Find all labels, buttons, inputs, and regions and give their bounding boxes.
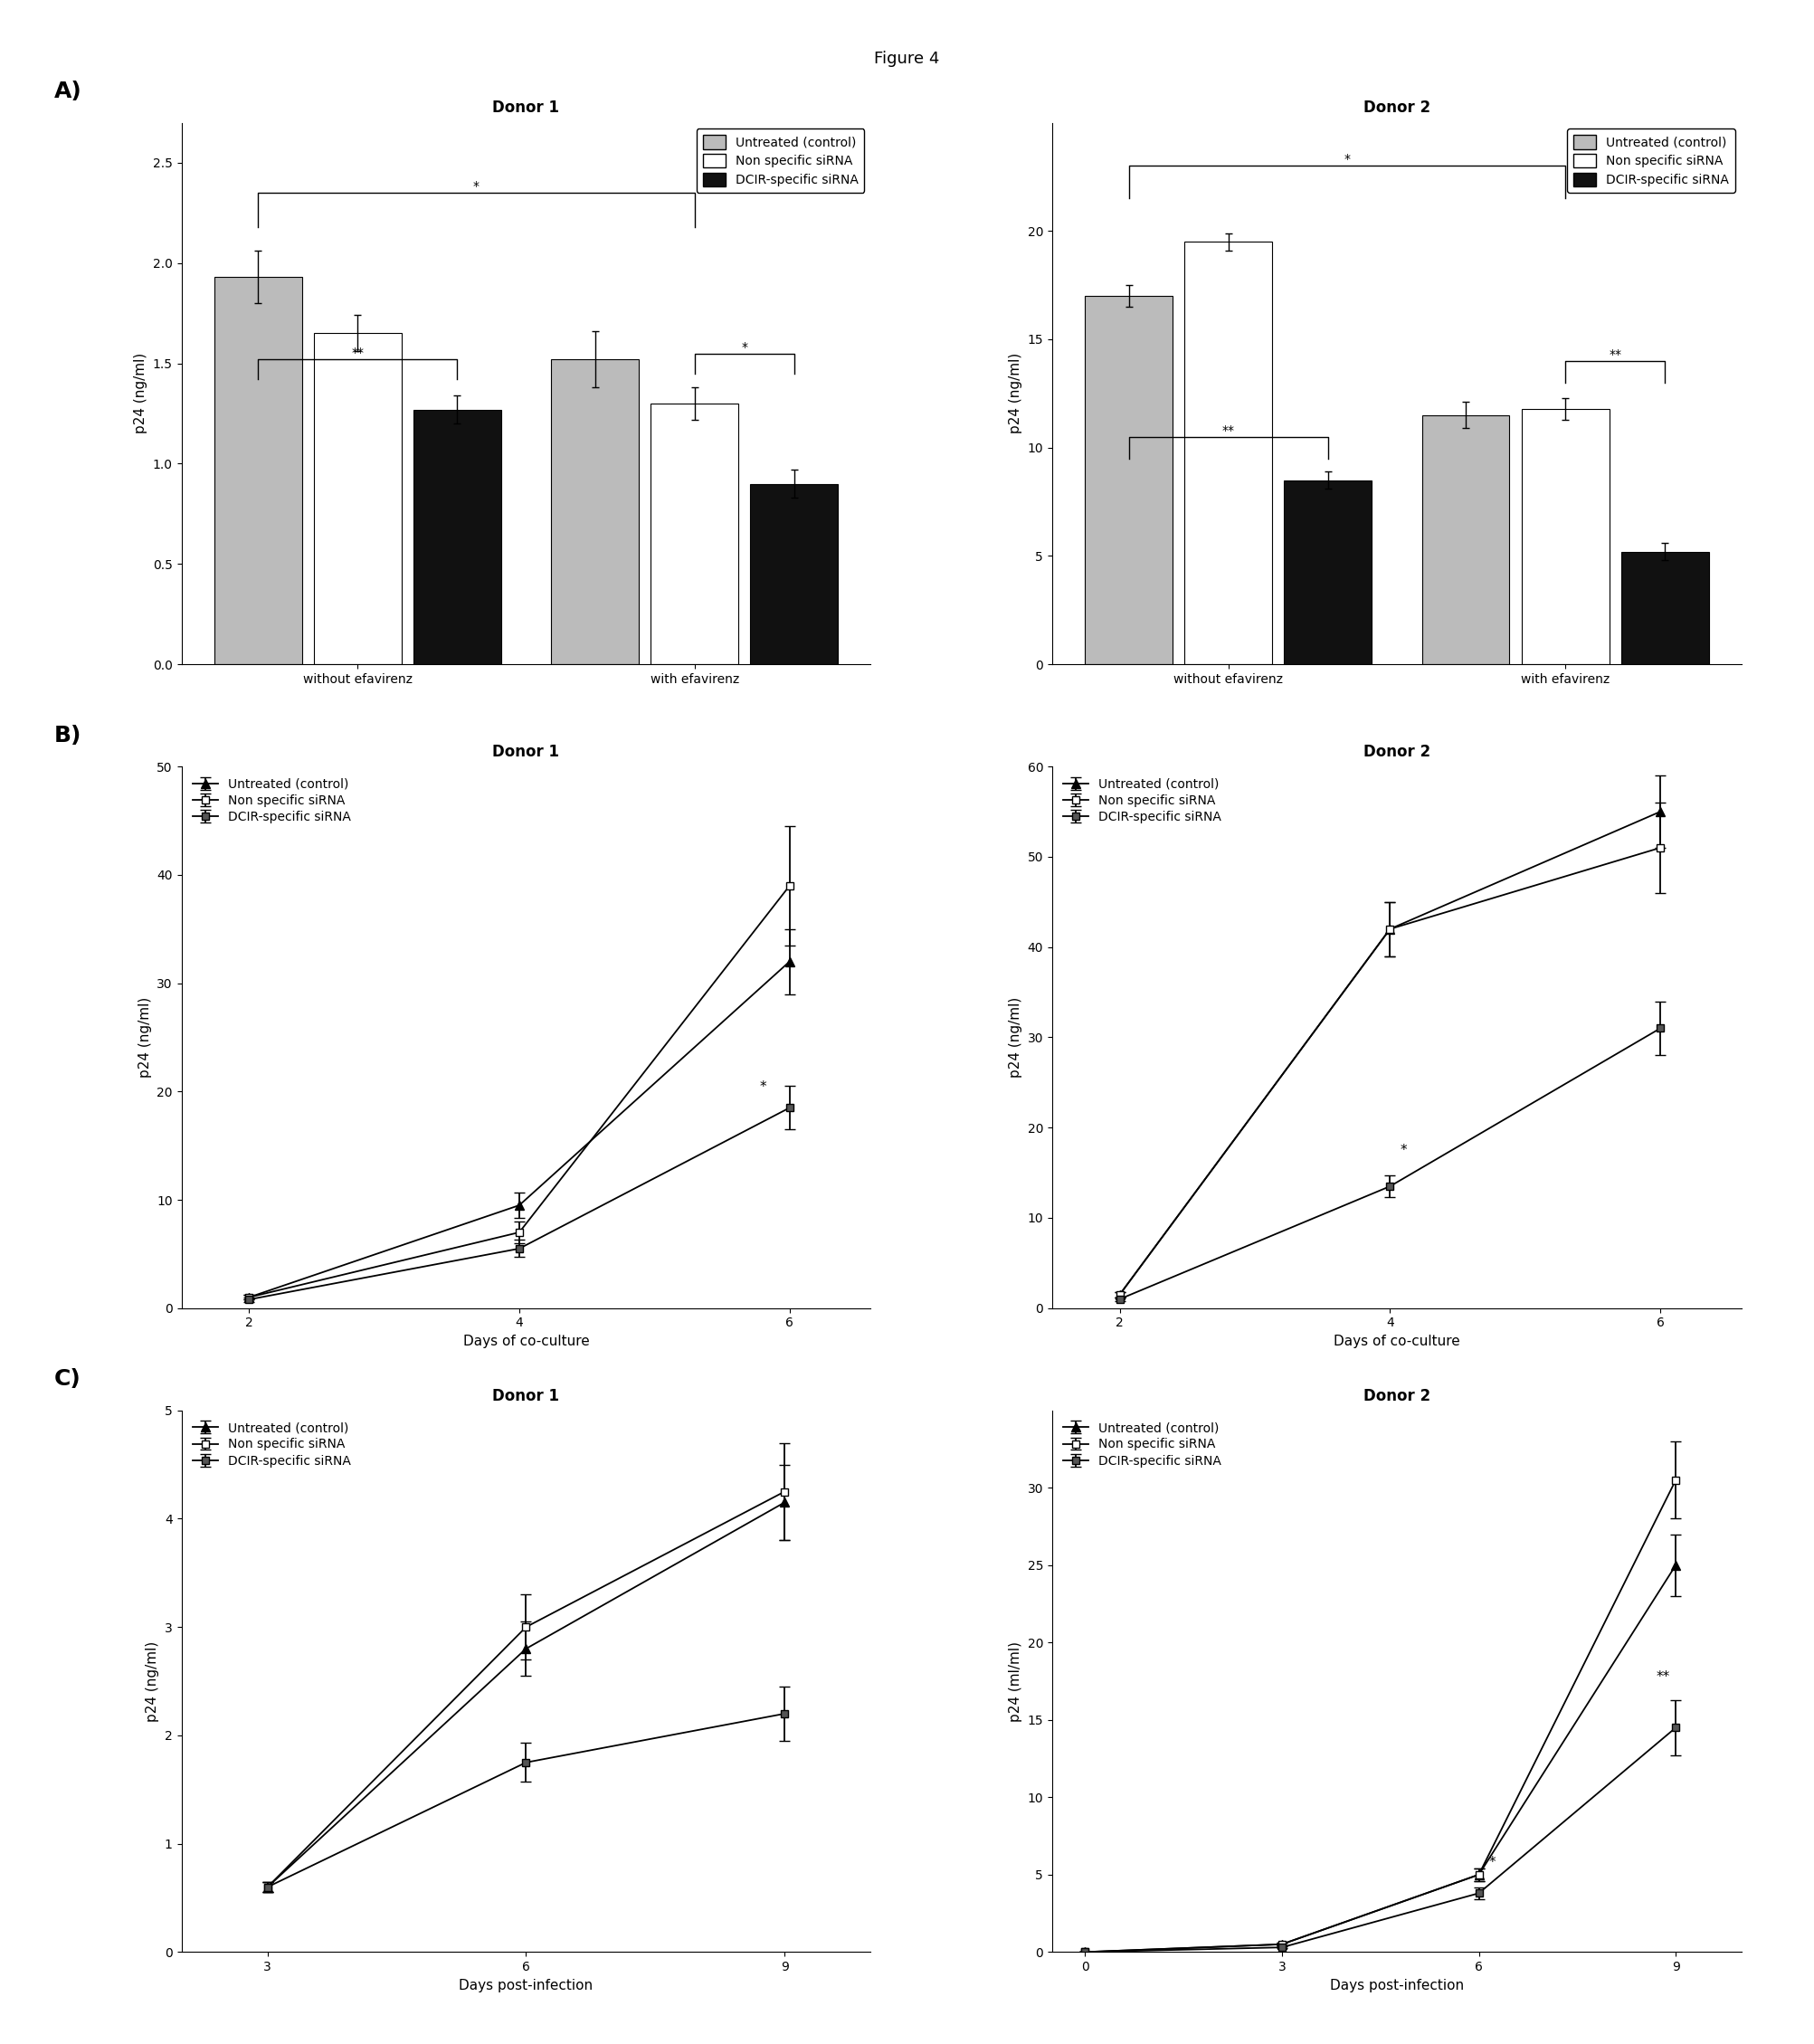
X-axis label: Days post-infection: Days post-infection [459,1979,593,1993]
Bar [651,403,738,664]
Title: Donor 1: Donor 1 [493,1388,559,1404]
Bar [751,484,838,664]
Text: *: * [758,1081,766,1094]
Bar [1185,241,1272,664]
Text: **: ** [1656,1670,1669,1684]
Title: Donor 1: Donor 1 [493,744,559,760]
Text: *: * [1489,1856,1495,1870]
Text: *: * [742,341,747,354]
Bar [1522,409,1609,664]
Bar [414,409,501,664]
Text: C): C) [54,1367,82,1390]
Y-axis label: p24 (ng/ml): p24 (ng/ml) [1009,997,1023,1077]
Text: **: ** [1609,347,1622,362]
X-axis label: Days of co-culture: Days of co-culture [463,1335,590,1349]
Title: Donor 2: Donor 2 [1364,744,1429,760]
Bar [551,360,639,664]
Bar [1422,415,1509,664]
Legend: Untreated (control), Non specific siRNA, DCIR-specific siRNA: Untreated (control), Non specific siRNA,… [187,1416,356,1472]
Legend: Untreated (control), Non specific siRNA, DCIR-specific siRNA: Untreated (control), Non specific siRNA,… [697,129,865,192]
Title: Donor 1: Donor 1 [493,100,559,117]
Title: Donor 2: Donor 2 [1364,100,1429,117]
Text: **: ** [1223,425,1235,437]
Text: A): A) [54,80,82,102]
Y-axis label: p24 (ng/ml): p24 (ng/ml) [134,354,147,433]
Bar [314,333,401,664]
Bar [1284,480,1371,664]
X-axis label: Days post-infection: Days post-infection [1330,1979,1464,1993]
Legend: Untreated (control), Non specific siRNA, DCIR-specific siRNA: Untreated (control), Non specific siRNA,… [187,773,356,828]
Text: B): B) [54,724,82,746]
Text: **: ** [352,347,365,360]
X-axis label: Days of co-culture: Days of co-culture [1333,1335,1460,1349]
Legend: Untreated (control), Non specific siRNA, DCIR-specific siRNA: Untreated (control), Non specific siRNA,… [1058,773,1226,828]
Legend: Untreated (control), Non specific siRNA, DCIR-specific siRNA: Untreated (control), Non specific siRNA,… [1567,129,1736,192]
Legend: Untreated (control), Non specific siRNA, DCIR-specific siRNA: Untreated (control), Non specific siRNA,… [1058,1416,1226,1472]
Bar [214,278,301,664]
Text: *: * [1344,153,1350,166]
Bar [1622,552,1709,664]
Y-axis label: p24 (ng/ml): p24 (ng/ml) [1009,354,1023,433]
Text: *: * [1400,1145,1408,1157]
Y-axis label: p24 (ng/ml): p24 (ng/ml) [145,1641,160,1721]
Bar [1085,296,1172,664]
Text: Figure 4: Figure 4 [874,51,940,67]
Text: *: * [473,180,479,192]
Title: Donor 2: Donor 2 [1364,1388,1429,1404]
Y-axis label: p24 (ml/ml): p24 (ml/ml) [1009,1641,1023,1721]
Y-axis label: p24 (ng/ml): p24 (ng/ml) [138,997,152,1077]
